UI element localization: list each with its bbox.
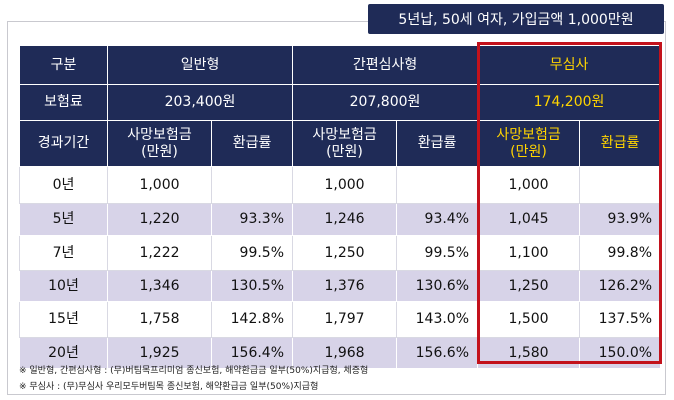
no-review-death-cell: 1,250 bbox=[477, 270, 581, 302]
no-review-death-cell: 1,045 bbox=[477, 203, 581, 236]
general-refund-cell: 93.3% bbox=[210, 203, 294, 236]
period-cell: 0년 bbox=[19, 166, 108, 204]
simplified-death-cell: 1,000 bbox=[292, 166, 398, 204]
simplified-refund-cell: 143.0% bbox=[396, 301, 479, 338]
footnote-general: ※ 일반형, 간편심사형 : (무)버팀목프리미엄 종신보험, 해약환급금 일부… bbox=[19, 366, 369, 376]
simplified-death-cell: 1,376 bbox=[292, 270, 398, 302]
death-benefit-header-general: 사망보험금 (만원) bbox=[107, 120, 212, 167]
header-no-review-type: 무심사 bbox=[477, 45, 662, 85]
period-cell: 7년 bbox=[19, 235, 108, 271]
simplified-death-cell: 1,246 bbox=[292, 203, 398, 236]
no-review-death-cell: 1,000 bbox=[477, 166, 581, 204]
simplified-death-cell: 1,968 bbox=[292, 337, 398, 369]
no-review-refund-cell: 150.0% bbox=[579, 337, 662, 369]
condition-label: 5년납, 50세 여자, 가입금액 1,000만원 bbox=[368, 4, 664, 34]
header-row-category: 구분 일반형 간편심사형 무심사 bbox=[19, 45, 662, 85]
header-general-type: 일반형 bbox=[106, 45, 294, 85]
general-death-cell: 1,758 bbox=[107, 301, 212, 338]
general-death-cell: 1,000 bbox=[107, 166, 212, 204]
general-refund-cell: 130.5% bbox=[210, 270, 294, 302]
table-row: 7년 1,222 99.5% 1,250 99.5% 1,100 99.8% bbox=[19, 235, 662, 271]
header-category: 구분 bbox=[19, 45, 108, 85]
general-refund-cell bbox=[210, 166, 294, 204]
footnotes: ※ 일반형, 간편심사형 : (무)버팀목프리미엄 종신보험, 해약환급금 일부… bbox=[19, 363, 368, 395]
elapsed-period-label: 경과기간 bbox=[19, 120, 108, 167]
no-review-refund-cell bbox=[579, 166, 662, 204]
no-review-refund-cell: 93.9% bbox=[579, 203, 662, 236]
no-review-death-cell: 1,580 bbox=[477, 337, 581, 369]
refund-rate-header-simplified: 환급률 bbox=[396, 120, 479, 167]
no-review-death-cell: 1,100 bbox=[477, 235, 581, 271]
period-cell: 15년 bbox=[19, 301, 108, 338]
comparison-table: 구분 일반형 간편심사형 무심사 보험료 203,400원 207,800원 1… bbox=[19, 45, 662, 369]
general-refund-cell: 99.5% bbox=[210, 235, 294, 271]
no-review-refund-cell: 99.8% bbox=[579, 235, 662, 271]
death-benefit-header-no-review: 사망보험금 (만원) bbox=[477, 120, 581, 167]
general-refund-cell: 156.4% bbox=[210, 337, 294, 369]
period-cell: 5년 bbox=[19, 203, 108, 236]
no-review-death-cell: 1,500 bbox=[477, 301, 581, 338]
header-row-premium: 보험료 203,400원 207,800원 174,200원 bbox=[19, 84, 662, 121]
table-row: 15년 1,758 142.8% 1,797 143.0% 1,500 137.… bbox=[19, 301, 662, 338]
simplified-death-cell: 1,250 bbox=[292, 235, 398, 271]
general-refund-cell: 142.8% bbox=[210, 301, 294, 338]
table-row: 10년 1,346 130.5% 1,376 130.6% 1,250 126.… bbox=[19, 270, 662, 302]
simplified-refund-cell bbox=[396, 166, 479, 204]
general-death-cell: 1,220 bbox=[107, 203, 212, 236]
premium-general: 203,400원 bbox=[106, 84, 294, 121]
footnote-no-review: ※ 무심사 : (무)무심사 우리모두버팀목 종신보험, 해약환급금 일부(50… bbox=[19, 382, 319, 392]
period-cell: 10년 bbox=[19, 270, 108, 302]
general-death-cell: 1,925 bbox=[107, 337, 212, 369]
general-death-cell: 1,346 bbox=[107, 270, 212, 302]
simplified-death-cell: 1,797 bbox=[292, 301, 398, 338]
death-benefit-header-simplified: 사망보험금 (만원) bbox=[292, 120, 398, 167]
premium-simplified: 207,800원 bbox=[292, 84, 479, 121]
header-row-columns: 경과기간 사망보험금 (만원) 환급률 사망보험금 (만원) 환급률 사망보험금… bbox=[19, 120, 662, 167]
general-death-cell: 1,222 bbox=[107, 235, 212, 271]
no-review-refund-cell: 137.5% bbox=[579, 301, 662, 338]
simplified-refund-cell: 130.6% bbox=[396, 270, 479, 302]
period-cell: 20년 bbox=[19, 337, 108, 369]
table-row: 0년 1,000 1,000 1,000 bbox=[19, 166, 662, 204]
simplified-refund-cell: 99.5% bbox=[396, 235, 479, 271]
table-row: 5년 1,220 93.3% 1,246 93.4% 1,045 93.9% bbox=[19, 203, 662, 236]
refund-rate-header-general: 환급률 bbox=[210, 120, 294, 167]
premium-label: 보험료 bbox=[19, 84, 108, 121]
simplified-refund-cell: 156.6% bbox=[396, 337, 479, 369]
header-simplified-type: 간편심사형 bbox=[292, 45, 479, 85]
refund-rate-header-no-review: 환급률 bbox=[579, 120, 662, 167]
simplified-refund-cell: 93.4% bbox=[396, 203, 479, 236]
no-review-refund-cell: 126.2% bbox=[579, 270, 662, 302]
premium-no-review: 174,200원 bbox=[477, 84, 662, 121]
